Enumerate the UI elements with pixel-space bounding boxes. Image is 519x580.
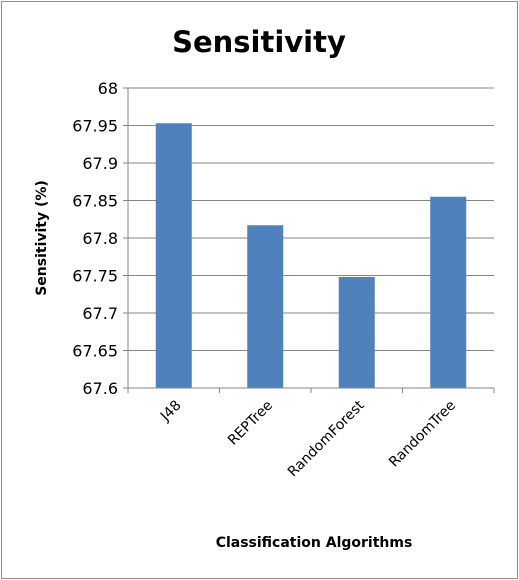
y-tick-labels: 67.6 67.65 67.7 67.75 67.8 67.85 67.9 67.95 68 — [72, 79, 118, 398]
y-tick-label: 67.65 — [72, 342, 118, 361]
y-tick-label: 67.95 — [72, 117, 118, 136]
y-tick-label: 67.6 — [82, 379, 118, 398]
x-tick-label: REPTree — [225, 398, 276, 449]
bars — [155, 123, 467, 388]
y-tick-label: 67.9 — [82, 154, 118, 173]
x-tick-label: J48 — [157, 398, 185, 426]
x-axis-title: Classification Algorithms — [216, 535, 413, 551]
x-tick-labels: J48 REPTree RandomForest RandomTree — [127, 388, 495, 480]
bar-j48 — [155, 123, 192, 388]
bar-randomtree — [430, 196, 467, 388]
chart-title: Sensitivity — [172, 25, 346, 59]
bar-reptree — [247, 225, 284, 388]
y-tick-label: 68 — [98, 79, 118, 98]
bar-randomforest — [338, 277, 375, 388]
y-axis-title: Sensitivity (%) — [34, 180, 50, 296]
y-tick-label: 67.8 — [82, 229, 118, 248]
y-tick-label: 67.75 — [72, 267, 118, 286]
x-tick-label: RandomForest — [285, 397, 368, 480]
y-tick-label: 67.85 — [72, 192, 118, 211]
y-tick-label: 67.7 — [82, 304, 118, 323]
x-tick-label: RandomTree — [386, 398, 459, 471]
